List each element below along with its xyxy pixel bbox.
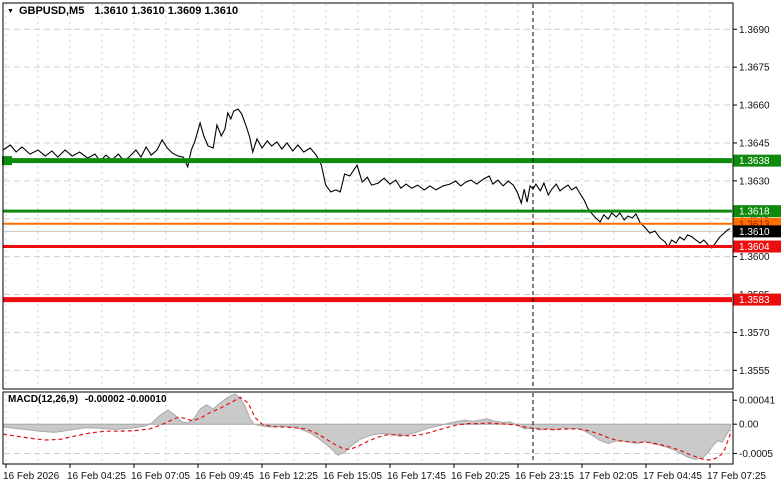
time-axis-label: 16 Feb 09:45 bbox=[195, 471, 254, 482]
price-badge-1.3583 bbox=[733, 293, 781, 306]
time-axis-label: 16 Feb 2026 bbox=[3, 471, 60, 482]
time-axis-label: 16 Feb 17:45 bbox=[387, 471, 446, 482]
price-axis-label: 1.3645 bbox=[739, 138, 770, 149]
price-badge-1.3610 bbox=[733, 225, 781, 238]
time-axis-label: 16 Feb 12:25 bbox=[259, 471, 318, 482]
price-badge-1.3638 bbox=[733, 154, 781, 167]
time-axis-label: 16 Feb 04:25 bbox=[67, 471, 126, 482]
main-panel-border bbox=[2, 2, 734, 390]
macd-panel-border bbox=[2, 391, 734, 465]
price-badge-1.3604 bbox=[733, 240, 781, 253]
price-axis-label: 1.3690 bbox=[739, 25, 770, 36]
price-axis-label: 1.3600 bbox=[739, 252, 770, 263]
price-badge-label: 1.3610 bbox=[739, 227, 770, 238]
price-axis-label: 1.3555 bbox=[739, 366, 770, 377]
price-axis-label: 1.3675 bbox=[739, 63, 770, 74]
time-axis-label: 16 Feb 20:25 bbox=[451, 471, 510, 482]
price-badge-label: 1.3583 bbox=[739, 295, 770, 306]
time-axis-label: 17 Feb 07:25 bbox=[707, 471, 766, 482]
time-axis-label: 16 Feb 23:15 bbox=[515, 471, 574, 482]
symbol-dropdown-icon[interactable]: ▼ bbox=[7, 7, 14, 15]
macd-signal-line bbox=[2, 396, 732, 461]
macd-values: -0.00002 -0.00010 bbox=[84, 394, 167, 405]
time-axis-label: 16 Feb 15:05 bbox=[323, 471, 382, 482]
price-axis-label: 1.3660 bbox=[739, 101, 770, 112]
macd-indicator-label: MACD(12,26,9) -0.00002 -0.00010 bbox=[8, 394, 167, 405]
macd-axis-label: 0.00 bbox=[739, 420, 759, 431]
price-line bbox=[2, 108, 731, 249]
level-start-marker bbox=[2, 156, 12, 166]
price-badge-label: 1.3618 bbox=[739, 207, 770, 218]
price-badge-label: 1.3613 bbox=[739, 219, 770, 230]
macd-axis-label: -0.0005 bbox=[739, 449, 773, 460]
price-badge-label: 1.3604 bbox=[739, 242, 770, 253]
price-badge-label: 1.3638 bbox=[739, 156, 770, 167]
ohlc-values: 1.3610 1.3610 1.3609 1.3610 bbox=[94, 5, 239, 17]
macd-name: MACD(12,26,9) bbox=[8, 394, 79, 405]
symbol-period-label: GBPUSD,M5 bbox=[18, 5, 85, 17]
time-axis-label: 16 Feb 07:05 bbox=[131, 471, 190, 482]
macd-area bbox=[2, 393, 732, 460]
macd-axis-label: 0.00041 bbox=[739, 396, 776, 407]
chart-title-bar: ▼ GBPUSD,M5 1.3610 1.3610 1.3609 1.3610 bbox=[7, 5, 238, 17]
price-axis-label: 1.3570 bbox=[739, 328, 770, 339]
price-axis-label: 1.3630 bbox=[739, 176, 770, 187]
time-axis-label: 17 Feb 02:05 bbox=[579, 471, 638, 482]
time-axis-label: 17 Feb 04:45 bbox=[643, 471, 702, 482]
price-badge-1.3618 bbox=[733, 205, 781, 218]
main-plot-area[interactable] bbox=[3, 3, 733, 389]
